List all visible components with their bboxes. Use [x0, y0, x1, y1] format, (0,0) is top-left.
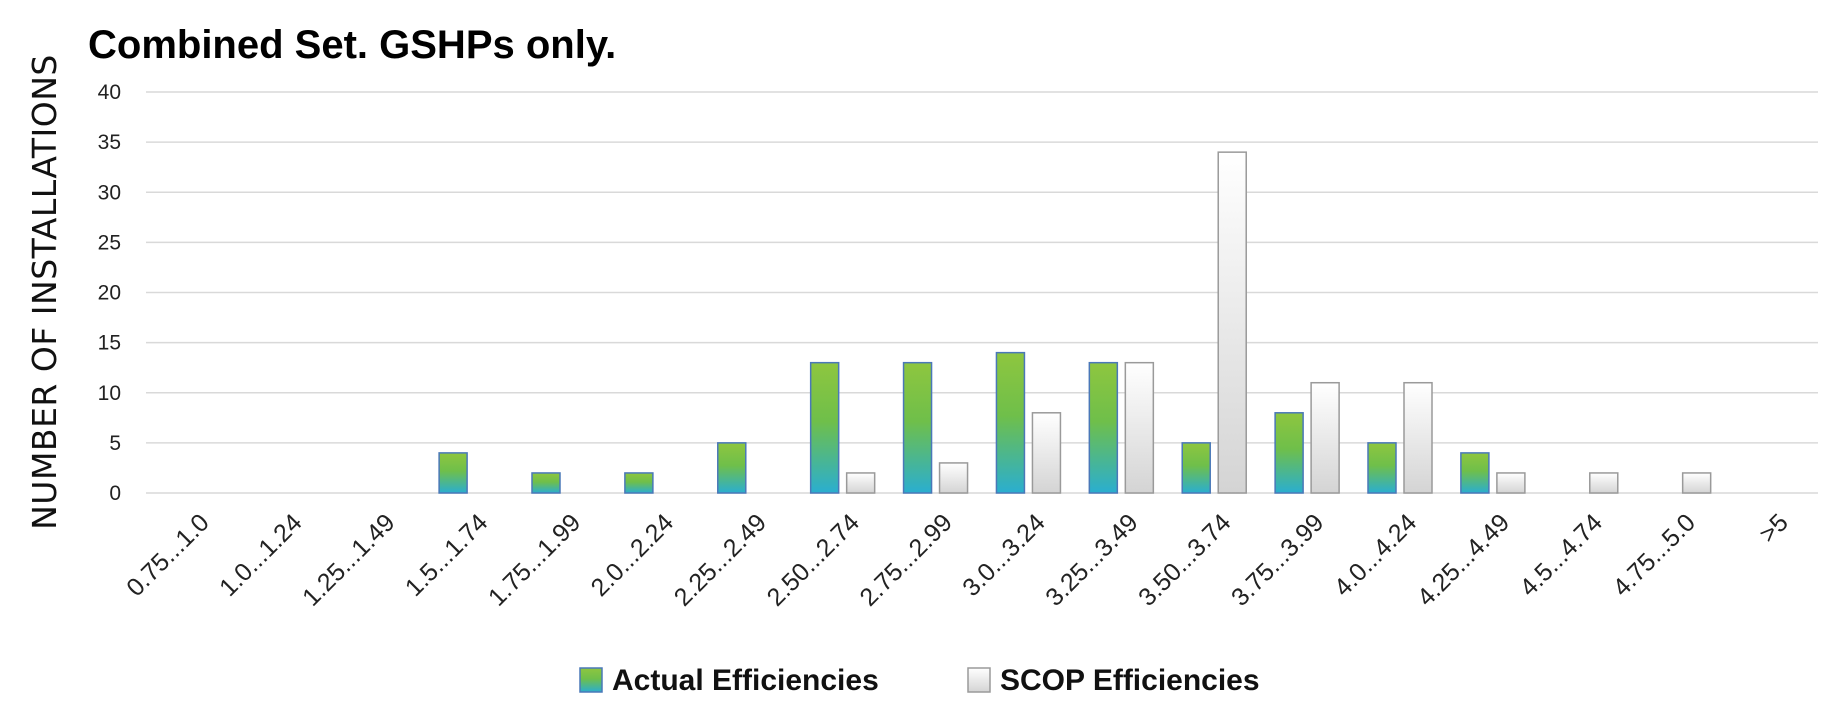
x-tick-label: 4.0...4.24: [1329, 508, 1423, 602]
y-tick-label: 20: [98, 282, 121, 305]
legend-label-actual: Actual Efficiencies: [612, 664, 879, 697]
x-tick-label: 1.0...1.24: [214, 508, 308, 602]
legend: Actual Efficiencies SCOP Efficiencies: [579, 664, 1260, 697]
bar-scop-efficiencies: [1681, 472, 1712, 494]
bar-actual-efficiencies: [902, 361, 933, 494]
x-tick-label: 1.25...1.49: [297, 508, 400, 611]
x-tick-label: 2.0...2.24: [586, 508, 680, 602]
bar-scop-efficiencies: [1403, 381, 1433, 494]
bars: [438, 151, 1712, 494]
bar-actual-efficiencies: [1367, 442, 1397, 494]
x-tick-label: >5: [1754, 508, 1794, 548]
bar-actual-efficiencies: [717, 442, 747, 494]
legend-swatch-actual: [579, 667, 603, 693]
x-tick-label: 0.75...1.0: [121, 508, 215, 602]
legend-label-scop: SCOP Efficiencies: [1000, 664, 1260, 697]
bar-scop-efficiencies: [1217, 151, 1247, 494]
bar-actual-efficiencies: [438, 452, 468, 494]
x-tick-label: 2.25...2.49: [669, 508, 772, 611]
bar-actual-efficiencies: [1088, 361, 1119, 494]
y-tick-label: 0: [109, 482, 121, 505]
y-tick-label: 10: [98, 382, 121, 405]
bar-actual-efficiencies: [1181, 442, 1211, 494]
bar-actual-efficiencies: [624, 472, 654, 494]
bar-scop-efficiencies: [1310, 381, 1340, 494]
bar-scop-efficiencies: [1031, 412, 1062, 494]
y-tick-label: 25: [98, 231, 121, 254]
y-tick-label: 40: [98, 81, 121, 104]
x-tick-label: 4.75...5.0: [1607, 508, 1701, 602]
bar-scop-efficiencies: [845, 472, 876, 494]
legend-swatch-scop: [967, 667, 991, 693]
x-tick-label: 3.0...3.24: [957, 508, 1051, 602]
x-tick-label: 2.50...2.74: [762, 508, 865, 611]
y-tick-label: 5: [109, 432, 121, 455]
y-axis-label: NUMBER OF INSTALLATIONS: [25, 54, 64, 530]
grid-lines: [146, 91, 1818, 494]
y-tick-label: 15: [98, 332, 121, 355]
x-tick-label: 3.25...3.49: [1040, 508, 1143, 611]
y-tick-label: 30: [98, 181, 121, 204]
x-axis-ticks: 0.75...1.0 1.0...1.241.25...1.49 1.5...1.7…: [121, 508, 1794, 611]
x-tick-label: 1.75...1.99: [483, 508, 586, 611]
x-tick-label: 1.5...1.74: [400, 508, 494, 602]
bar-actual-efficiencies: [1460, 452, 1490, 494]
y-axis-ticks: 0 5 10 15 20 25 30 35 40: [98, 81, 121, 505]
x-tick-label: 2.75...2.99: [854, 508, 957, 611]
bar-scop-efficiencies: [1496, 472, 1526, 494]
bar-scop-efficiencies: [1124, 361, 1155, 494]
y-tick-label: 35: [98, 131, 121, 154]
bar-scop-efficiencies: [1589, 472, 1619, 494]
x-tick-label: 3.75...3.99: [1226, 508, 1329, 611]
x-tick-label: 3.50...3.74: [1133, 508, 1236, 611]
chart-title: Combined Set. GSHPs only.: [88, 23, 616, 67]
bar-scop-efficiencies: [938, 462, 969, 494]
bar-actual-efficiencies: [531, 472, 561, 494]
bar-actual-efficiencies: [995, 351, 1026, 494]
x-tick-label: 4.25...4.49: [1412, 508, 1515, 611]
x-tick-label: 4.5...4.74: [1515, 508, 1609, 602]
bar-actual-efficiencies: [1274, 412, 1304, 494]
bar-actual-efficiencies: [809, 361, 840, 494]
